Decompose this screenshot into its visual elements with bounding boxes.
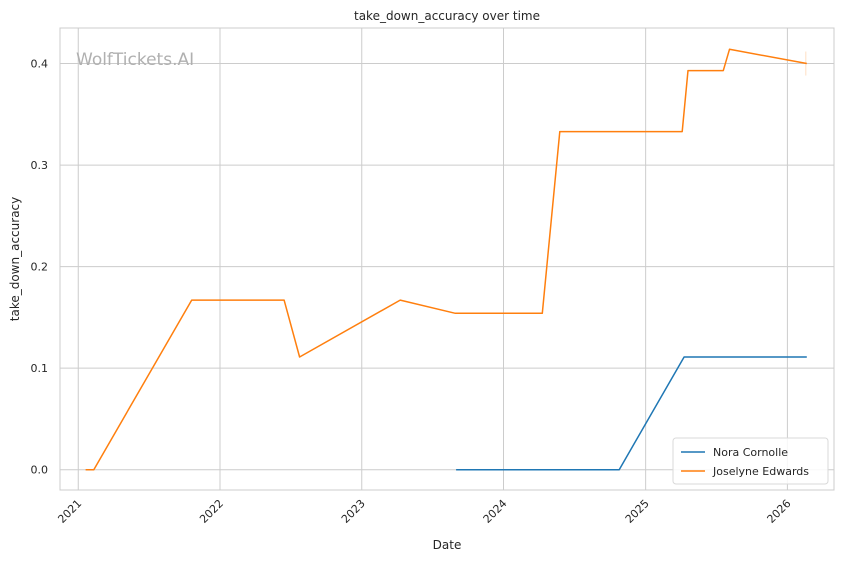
- y-tick-label: 0.3: [31, 159, 49, 172]
- series-lines: [85, 48, 807, 471]
- chart-title: take_down_accuracy over time: [354, 9, 540, 23]
- y-tick-label: 0.1: [31, 362, 49, 375]
- series-line-2: [85, 48, 807, 471]
- legend-box: [672, 437, 829, 485]
- legend-label-2: Joselyne Edwards: [712, 465, 809, 478]
- series-line-1: [456, 356, 807, 471]
- legend-label-1: Nora Cornolle: [713, 446, 788, 459]
- y-tick-label: 0.0: [31, 464, 49, 477]
- watermark-text: WolfTickets.AI: [76, 50, 194, 70]
- plot-frame: [59, 27, 835, 491]
- y-axis-label: take_down_accuracy: [8, 197, 22, 321]
- y-tick-label: 0.4: [31, 58, 49, 71]
- legend: Nora Cornolle Joselyne Edwards: [672, 437, 829, 485]
- x-axis-label: Date: [433, 538, 462, 552]
- y-axis-ticks: 0.0 0.1 0.2 0.3 0.4: [31, 58, 49, 477]
- y-tick-label: 0.2: [31, 261, 49, 274]
